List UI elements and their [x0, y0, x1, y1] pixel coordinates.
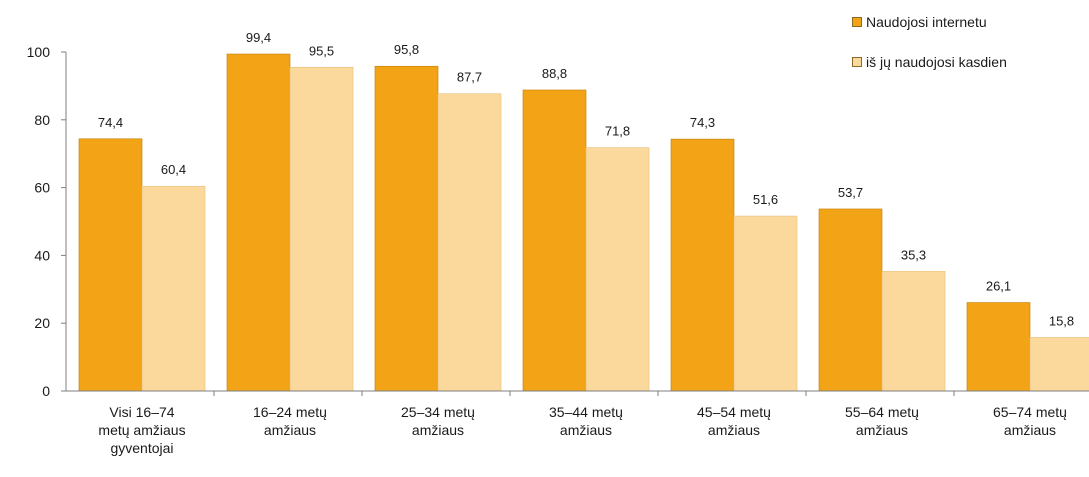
bar-daily — [289, 66, 354, 392]
x-category-label: 25–34 metų — [401, 404, 475, 420]
y-axis: 0 20 40 60 80 100 — [27, 44, 67, 399]
data-label: 95,8 — [394, 42, 419, 57]
data-label: 35,3 — [901, 247, 926, 262]
x-category-label: amžiaus — [708, 422, 760, 438]
x-category-label: 65–74 metų — [993, 404, 1067, 420]
bar-daily — [1029, 337, 1089, 392]
legend: Naudojosi internetu iš jų naudojosi kasd… — [852, 12, 1007, 92]
data-label: 87,7 — [457, 70, 482, 85]
x-category-label: amžiaus — [1004, 422, 1056, 438]
x-category-label: gyventojai — [110, 440, 173, 456]
legend-label-internet: Naudojosi internetu — [866, 14, 987, 30]
bar-daily — [141, 185, 206, 392]
y-tick-label: 20 — [34, 315, 50, 331]
bar-daily — [733, 215, 798, 392]
bar-internet — [670, 138, 735, 392]
bar-internet — [226, 53, 291, 392]
bar-internet — [374, 65, 439, 392]
data-label: 60,4 — [161, 162, 186, 177]
legend-swatch-internet — [852, 17, 862, 27]
bars: 74,4 60,4 99,4 95,5 95,8 87,7 88,8 71,8 74,3 51,6… — [78, 30, 1089, 392]
y-tick-label: 100 — [27, 44, 51, 60]
x-category-label: metų amžiaus — [98, 422, 185, 438]
y-tick-label: 60 — [34, 180, 50, 196]
legend-label-daily: iš jų naudojosi kasdien — [866, 54, 1007, 70]
x-category-label: Visi 16–74 — [109, 404, 174, 420]
legend-item-daily: iš jų naudojosi kasdien — [852, 52, 1007, 72]
x-axis: Visi 16–74 metų amžiaus gyventojai 16–24 me… — [61, 390, 1089, 456]
data-label: 51,6 — [753, 192, 778, 207]
data-label: 74,3 — [690, 115, 715, 130]
data-label: 88,8 — [542, 66, 567, 81]
data-label: 26,1 — [986, 279, 1011, 294]
bar-daily — [881, 271, 946, 392]
x-category-label: amžiaus — [856, 422, 908, 438]
bar-internet — [818, 208, 883, 392]
data-label: 53,7 — [838, 185, 863, 200]
x-category-label: 55–64 metų — [845, 404, 919, 420]
y-tick-label: 40 — [34, 247, 50, 263]
data-label: 15,8 — [1049, 313, 1074, 328]
data-label: 74,4 — [98, 115, 123, 130]
legend-swatch-daily — [852, 57, 862, 67]
bar-daily — [585, 147, 650, 392]
bar-internet — [78, 138, 143, 392]
data-label: 95,5 — [309, 43, 334, 58]
x-category-label: amžiaus — [412, 422, 464, 438]
x-category-label: amžiaus — [560, 422, 612, 438]
y-tick-label: 0 — [42, 383, 50, 399]
x-category-label: 16–24 metų — [253, 404, 327, 420]
x-category-label: amžiaus — [264, 422, 316, 438]
data-label: 71,8 — [605, 124, 630, 139]
bar-internet — [522, 89, 587, 392]
bar-daily — [437, 93, 502, 392]
bar-internet — [966, 302, 1031, 392]
data-label: 99,4 — [246, 30, 271, 45]
x-category-label: 35–44 metų — [549, 404, 623, 420]
legend-item-internet: Naudojosi internetu — [852, 12, 1007, 32]
y-tick-label: 80 — [34, 112, 50, 128]
x-category-label: 45–54 metų — [697, 404, 771, 420]
